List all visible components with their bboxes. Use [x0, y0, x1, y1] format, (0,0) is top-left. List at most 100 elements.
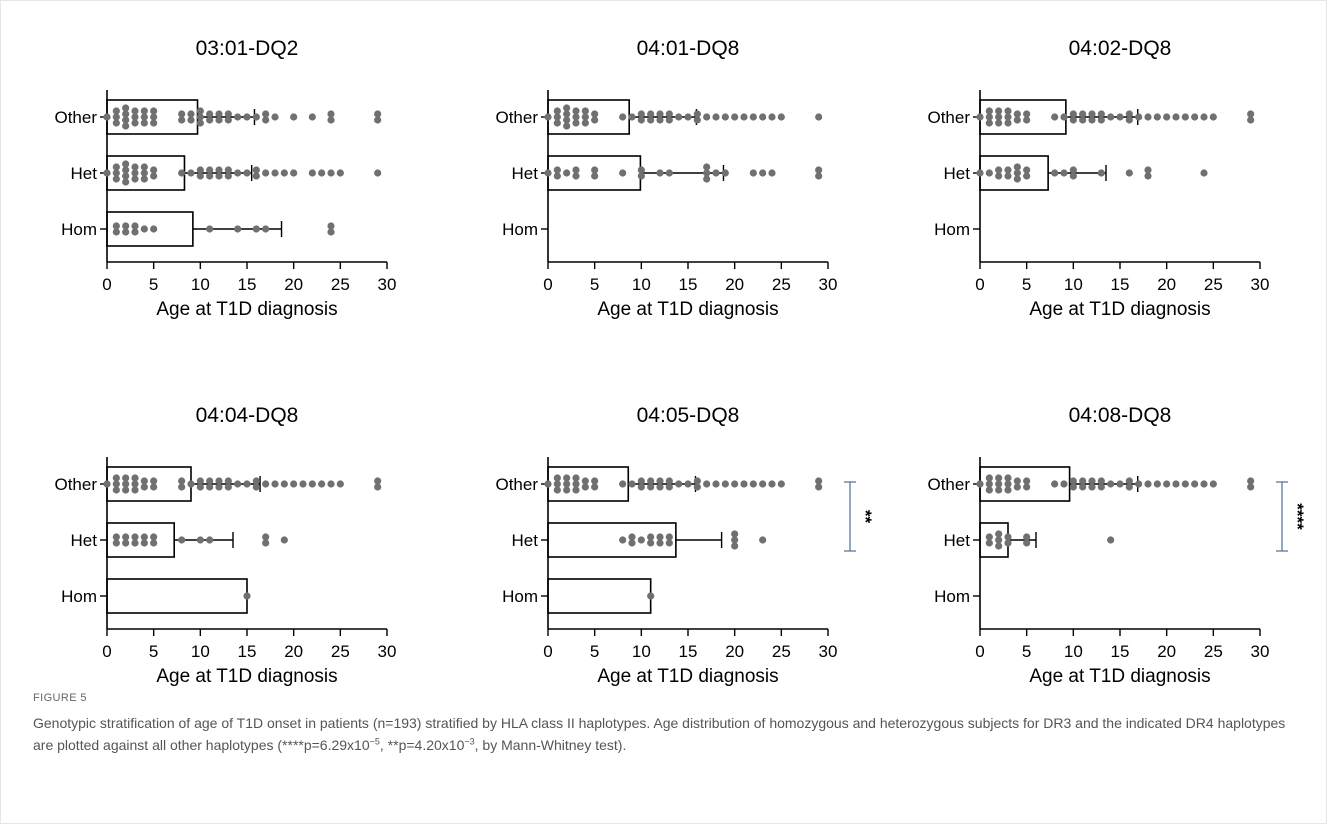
x-tick-label: 15 — [679, 275, 698, 294]
data-point — [234, 113, 242, 121]
data-point — [150, 533, 158, 541]
x-tick-label: 10 — [1064, 275, 1083, 294]
data-point — [759, 536, 767, 544]
data-point — [1116, 113, 1124, 121]
data-point — [112, 539, 120, 547]
chart-panel-3: 04:04-DQ8 0 5 10 15 20 25 30 Age at T1D diagnosi… — [54, 404, 396, 687]
y-tick-label-het: Het — [512, 531, 539, 550]
data-point — [1191, 113, 1199, 121]
data-point — [637, 477, 645, 485]
data-point — [196, 107, 204, 115]
data-point — [122, 222, 130, 230]
data-point — [1209, 113, 1217, 121]
data-point — [140, 539, 148, 547]
data-point — [544, 169, 552, 177]
data-point — [712, 169, 720, 177]
data-point — [206, 536, 214, 544]
caption-text: Genotypic stratification of age of T1D o… — [33, 712, 1303, 756]
data-point — [1181, 480, 1189, 488]
data-point — [131, 119, 139, 127]
data-point — [768, 480, 776, 488]
data-point — [122, 533, 130, 541]
data-point — [1135, 113, 1143, 121]
data-point — [619, 480, 627, 488]
panel-title: 03:01-DQ2 — [196, 37, 299, 60]
data-point — [140, 113, 148, 121]
panel-title: 04:08-DQ8 — [1069, 404, 1172, 427]
data-point — [196, 483, 204, 491]
y-tick-label-other: Other — [495, 108, 538, 127]
data-point — [721, 480, 729, 488]
data-point — [122, 228, 130, 236]
x-axis-label: Age at T1D diagnosis — [1029, 666, 1210, 687]
x-tick-label: 5 — [590, 275, 599, 294]
data-point — [563, 122, 571, 130]
data-point — [703, 163, 711, 171]
data-point — [1200, 480, 1208, 488]
data-point — [591, 116, 599, 124]
data-point — [112, 486, 120, 494]
data-point — [553, 107, 561, 115]
data-point — [215, 116, 223, 124]
data-point — [112, 228, 120, 236]
data-point — [563, 480, 571, 488]
data-point — [985, 107, 993, 115]
data-point — [1004, 172, 1012, 180]
data-point — [976, 113, 984, 121]
data-point — [374, 483, 382, 491]
data-point — [122, 104, 130, 112]
data-point — [619, 169, 627, 177]
x-tick-label: 20 — [725, 642, 744, 661]
data-point — [1144, 113, 1152, 121]
data-point — [1144, 172, 1152, 180]
data-point — [122, 116, 130, 124]
data-point — [178, 477, 186, 485]
data-point — [628, 533, 636, 541]
data-point — [581, 483, 589, 491]
data-point — [327, 116, 335, 124]
x-tick-label: 30 — [378, 642, 397, 661]
data-point — [985, 474, 993, 482]
panel-title: 04:02-DQ8 — [1069, 37, 1172, 60]
x-axis-label: Age at T1D diagnosis — [156, 299, 337, 320]
data-point — [768, 169, 776, 177]
x-tick-label: 0 — [102, 275, 111, 294]
x-tick-label: 30 — [819, 642, 838, 661]
data-point — [703, 169, 711, 177]
data-point — [215, 172, 223, 180]
data-point — [262, 539, 270, 547]
data-point — [749, 480, 757, 488]
y-tick-label-hom: Hom — [934, 220, 970, 239]
data-point — [131, 107, 139, 115]
data-point — [1107, 480, 1115, 488]
data-point — [1116, 480, 1124, 488]
data-point — [1088, 477, 1096, 485]
data-point — [112, 169, 120, 177]
data-point — [637, 536, 645, 544]
chart-panel-4: 04:05-DQ8 0 5 10 15 20 25 30 Age at T1D diagnosi… — [495, 404, 875, 687]
x-tick-label: 10 — [632, 642, 651, 661]
x-tick-label: 25 — [331, 275, 350, 294]
data-point — [112, 119, 120, 127]
data-point — [1023, 110, 1031, 118]
data-point — [150, 119, 158, 127]
y-tick-label-het: Het — [71, 164, 98, 183]
data-point — [591, 110, 599, 118]
data-point — [1023, 477, 1031, 485]
data-point — [563, 169, 571, 177]
data-point — [665, 116, 673, 124]
data-point — [995, 530, 1003, 538]
data-point — [271, 113, 279, 121]
data-point — [563, 486, 571, 494]
data-point — [759, 113, 767, 121]
data-point — [656, 110, 664, 118]
data-point — [721, 169, 729, 177]
data-point — [815, 113, 823, 121]
data-point — [327, 222, 335, 230]
data-point — [1125, 477, 1133, 485]
x-tick-label: 0 — [975, 642, 984, 661]
data-point — [327, 228, 335, 236]
data-point — [122, 110, 130, 118]
data-point — [553, 486, 561, 494]
data-point — [815, 477, 823, 485]
